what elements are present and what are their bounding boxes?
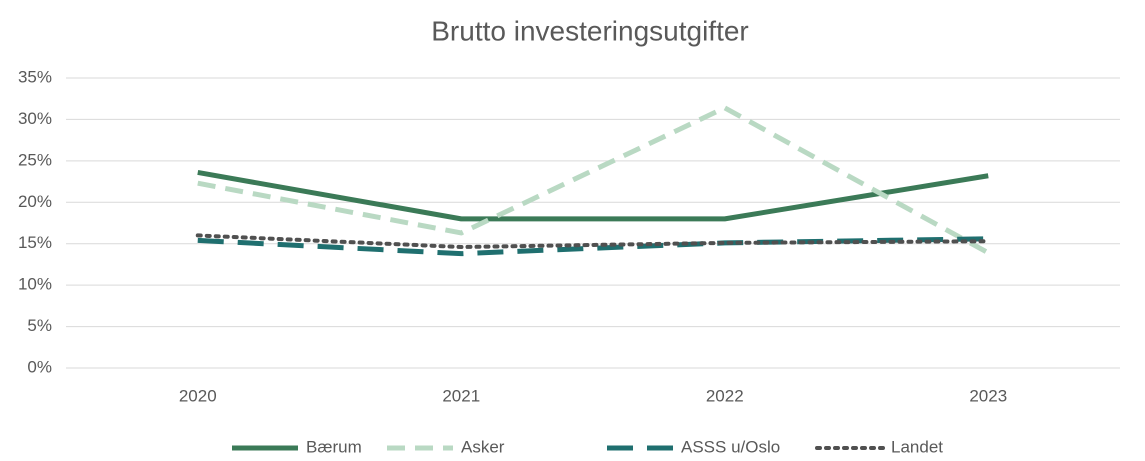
y-tick-label: 10% (18, 275, 52, 294)
y-tick-label: 25% (18, 150, 52, 169)
x-tick-label: 2020 (179, 386, 217, 405)
y-tick-label: 30% (18, 109, 52, 128)
line-series (197, 169, 989, 222)
y-tick-label: 35% (18, 67, 52, 86)
x-tick-label: 2023 (969, 386, 1007, 405)
line-series (195, 233, 991, 250)
line-series (197, 105, 990, 256)
legend-label: Bærum (306, 437, 362, 456)
legend-label: Landet (891, 437, 943, 456)
x-tick-label: 2022 (706, 386, 744, 405)
y-tick-label: 5% (27, 316, 52, 335)
y-tick-label: 15% (18, 233, 52, 252)
legend-label: ASSS u/Oslo (681, 437, 780, 456)
legend-label: Asker (461, 437, 505, 456)
y-tick-label: 20% (18, 192, 52, 211)
x-tick-label: 2021 (442, 386, 480, 405)
chart-title: Brutto investeringsutgifter (431, 15, 749, 46)
y-tick-label: 0% (27, 357, 52, 376)
